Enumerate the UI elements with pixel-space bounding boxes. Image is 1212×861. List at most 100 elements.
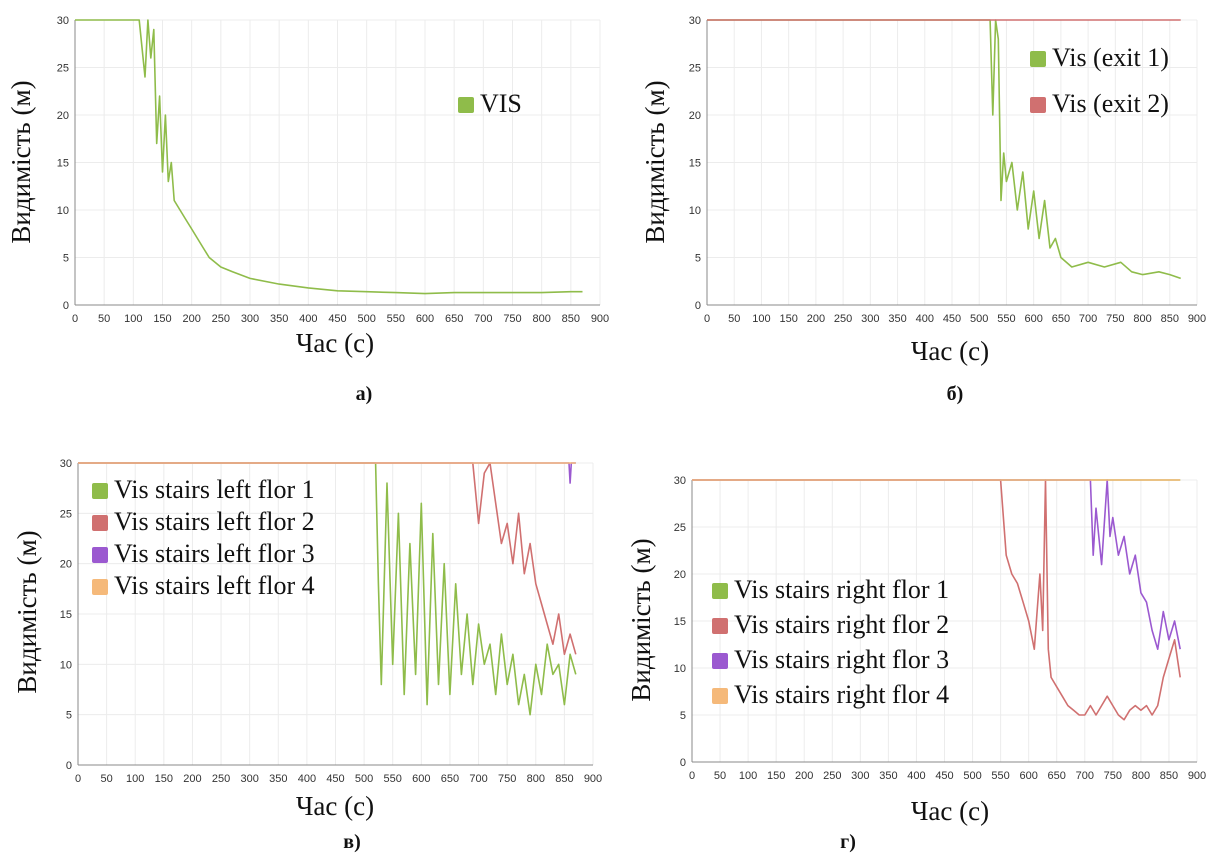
- x-tick-label: 800: [527, 773, 545, 785]
- x-tick-label: 450: [935, 770, 953, 782]
- x-tick-label: 750: [1106, 313, 1124, 325]
- x-tick-label: 150: [153, 313, 171, 325]
- legend-swatch: [712, 583, 728, 599]
- chart-panel-3: 0 50 100 150 200 250 300 350 400 450 500 550 600 650 7…: [12, 458, 602, 853]
- legend-entry: VIS: [480, 89, 522, 118]
- x-tick-label: 550: [997, 313, 1015, 325]
- x-tick-label: 900: [1188, 313, 1206, 325]
- legend-entry: Vis stairs left flor 3: [114, 539, 315, 568]
- x-tick-label: 100: [126, 773, 144, 785]
- x-tick-label: 300: [851, 770, 869, 782]
- x-tick-label: 150: [779, 313, 797, 325]
- series-line-1: [78, 462, 577, 716]
- x-tick-label: 0: [75, 773, 81, 785]
- x-tick-label: 600: [1024, 313, 1042, 325]
- x-tick-label: 500: [355, 773, 373, 785]
- x-tick-label: 550: [991, 770, 1009, 782]
- x-tick-label: 700: [1076, 770, 1094, 782]
- x-tick-label: 550: [384, 773, 402, 785]
- x-tick-label: 300: [240, 773, 258, 785]
- legend-swatch: [712, 688, 728, 704]
- x-tick-label: 600: [412, 773, 430, 785]
- x-tick-label: 750: [503, 313, 521, 325]
- panel-label: а): [356, 383, 373, 405]
- x-tick-label: 200: [795, 770, 813, 782]
- y-tick-label: 5: [695, 253, 701, 265]
- x-tick-label: 400: [907, 770, 925, 782]
- x-tick-label: 250: [834, 313, 852, 325]
- x-tick-label: 550: [387, 313, 405, 325]
- x-tick-label: 750: [1104, 770, 1122, 782]
- x-tick-label: 300: [861, 313, 879, 325]
- y-tick-label: 20: [60, 559, 72, 571]
- y-tick-label: 25: [674, 522, 686, 534]
- y-tick-label: 5: [680, 710, 686, 722]
- legend-entry: Vis stairs right flor 2: [734, 610, 949, 639]
- y-tick-label: 25: [60, 508, 72, 520]
- panel-label: г): [840, 831, 856, 853]
- x-tick-label: 300: [241, 313, 259, 325]
- y-tick-label: 10: [57, 205, 69, 217]
- y-tick-label: 25: [689, 63, 701, 75]
- x-tick-label: 800: [1133, 313, 1151, 325]
- panel-label: б): [947, 383, 964, 405]
- x-tick-label: 150: [155, 773, 173, 785]
- x-tick-label: 500: [963, 770, 981, 782]
- legend-entry: Vis stairs left flor 1: [114, 475, 315, 504]
- legend-entry: Vis stairs right flor 4: [734, 680, 949, 709]
- y-tick-label: 5: [66, 710, 72, 722]
- legend-entry: Vis stairs right flor 3: [734, 645, 949, 674]
- x-tick-label: 700: [1079, 313, 1097, 325]
- x-tick-label: 750: [498, 773, 516, 785]
- series-line-1: [707, 19, 1181, 280]
- legend-entry: Vis stairs left flor 2: [114, 507, 315, 536]
- x-tick-label: 650: [1052, 313, 1070, 325]
- x-tick-label: 100: [739, 770, 757, 782]
- x-tick-label: 0: [704, 313, 710, 325]
- x-tick-label: 400: [916, 313, 934, 325]
- panel-label: в): [343, 831, 360, 853]
- y-tick-label: 15: [689, 158, 701, 170]
- legend-swatch: [92, 547, 108, 563]
- x-tick-label: 100: [752, 313, 770, 325]
- x-tick-label: 50: [714, 770, 726, 782]
- y-tick-label: 0: [680, 757, 686, 769]
- x-tick-label: 0: [72, 313, 78, 325]
- legend-entry: Vis (exit 2): [1052, 89, 1169, 118]
- x-tick-label: 700: [469, 773, 487, 785]
- x-tick-label: 600: [1019, 770, 1037, 782]
- x-tick-label: 50: [728, 313, 740, 325]
- x-axis-label: Час (с): [296, 328, 374, 358]
- x-axis-label: Час (с): [911, 796, 989, 826]
- legend-swatch: [92, 515, 108, 531]
- y-axis-label: Видимість (м): [6, 80, 36, 243]
- legend-swatch: [712, 618, 728, 634]
- x-tick-label: 350: [269, 773, 287, 785]
- y-tick-label: 15: [57, 158, 69, 170]
- chart-panel-1: 0 50 100 150 200 250 300 350 400 450 500 550 600 650 7…: [6, 15, 609, 405]
- x-tick-label: 200: [182, 313, 200, 325]
- legend-swatch: [92, 579, 108, 595]
- x-tick-label: 900: [591, 313, 609, 325]
- x-tick-label: 350: [879, 770, 897, 782]
- legend: Vis (exit 1) Vis (exit 2): [1030, 43, 1169, 118]
- series-line-3: [692, 479, 1181, 651]
- x-tick-label: 200: [807, 313, 825, 325]
- legend-entry: Vis stairs right flor 1: [734, 575, 949, 604]
- legend-swatch: [92, 483, 108, 499]
- y-tick-label: 0: [63, 300, 69, 312]
- y-axis-label: Видимість (м): [626, 538, 656, 701]
- legend-swatch: [1030, 97, 1046, 113]
- x-tick-label: 50: [100, 773, 112, 785]
- chart-panel-2: 0 50 100 150 200 250 300 350 400 450 500 550 600 650 7…: [640, 15, 1206, 405]
- y-tick-label: 20: [674, 569, 686, 581]
- x-tick-label: 900: [1188, 770, 1206, 782]
- x-tick-label: 700: [474, 313, 492, 325]
- x-tick-label: 800: [532, 313, 550, 325]
- legend: VIS: [458, 89, 522, 118]
- y-axis-label: Видимість (м): [12, 530, 42, 693]
- y-tick-label: 30: [60, 458, 72, 470]
- x-tick-label: 850: [1160, 770, 1178, 782]
- series-line-2: [78, 462, 577, 656]
